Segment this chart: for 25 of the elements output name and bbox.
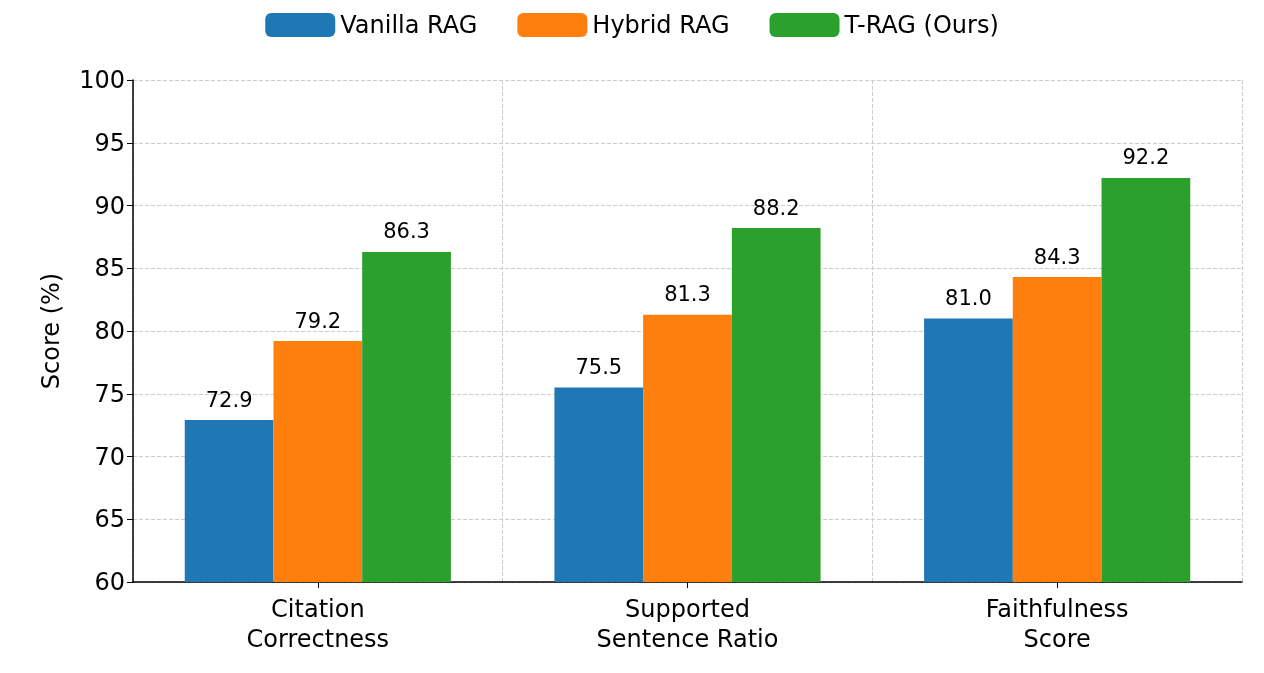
y-tick-label: 75	[94, 379, 125, 408]
y-tick-label: 70	[94, 442, 125, 471]
y-tick-label: 85	[94, 254, 125, 283]
x-tick-label: Citation Correctness	[246, 595, 390, 653]
legend-label: T-RAG (Ours)	[843, 11, 999, 39]
data-label: 72.9	[205, 387, 253, 412]
data-label: 92.2	[1122, 145, 1170, 170]
x-tick-label: Supported Sentence Ratio	[596, 595, 779, 653]
y-tick-label: 100	[79, 66, 125, 94]
y-tick-label: 95	[94, 128, 125, 157]
y-tick-label: 65	[94, 505, 125, 534]
legend-label: Vanilla RAG	[340, 11, 478, 39]
data-label: 81.0	[945, 285, 992, 310]
data-label: 84.3	[1033, 244, 1081, 269]
y-tick-label: 60	[94, 568, 125, 596]
legend-label: Hybrid RAG	[592, 11, 730, 39]
x-tick-label: Faithfulness Score	[985, 595, 1129, 653]
y-tick-label: 90	[94, 191, 125, 220]
y-axis-title: Score (%)	[37, 272, 65, 390]
data-label: 79.2	[294, 308, 342, 333]
data-label: 81.3	[664, 282, 711, 307]
data-label: 75.5	[575, 354, 623, 379]
y-tick-label: 80	[94, 317, 125, 345]
data-label: 88.2	[752, 195, 800, 220]
data-label: 86.3	[383, 219, 430, 244]
